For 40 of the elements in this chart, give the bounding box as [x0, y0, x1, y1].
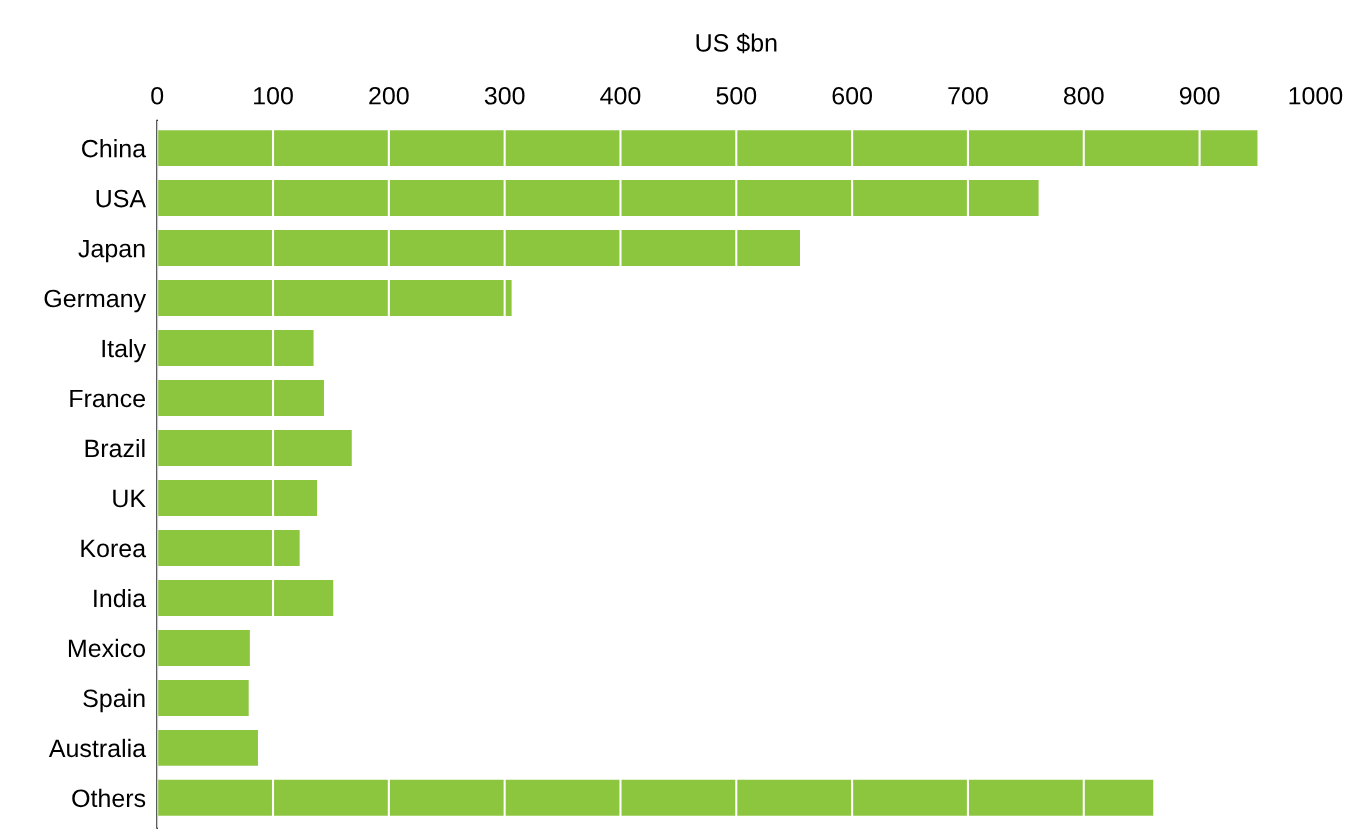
- bar: [157, 130, 1258, 167]
- bar: [157, 729, 258, 766]
- bar: [157, 779, 1154, 816]
- y-tick-label: Italy: [102, 338, 147, 363]
- y-tick-label: Japan: [78, 239, 145, 263]
- y-tick-label: USA: [96, 189, 147, 208]
- x-tick-label: 1000: [1289, 86, 1343, 105]
- bar: [157, 330, 314, 367]
- x-tick-label: 800: [1064, 86, 1104, 105]
- bar: [157, 230, 800, 267]
- bar: [157, 679, 249, 716]
- y-tick-label: Australia: [48, 738, 147, 758]
- x-tick-label: 700: [948, 86, 988, 105]
- y-tick-label: Mexico: [68, 638, 146, 658]
- y-tick-label: China: [82, 139, 147, 158]
- bar: [157, 579, 334, 616]
- y-tick-label: Brazil: [85, 438, 145, 458]
- bar: [157, 430, 352, 466]
- x-tick-label: 600: [832, 86, 872, 105]
- x-tick-label: 300: [484, 86, 525, 105]
- bar: [157, 280, 512, 317]
- x-tick-label: 500: [716, 86, 757, 105]
- x-tick-label: 200: [369, 86, 409, 105]
- y-tick-label: India: [94, 588, 147, 608]
- x-tick-label: 400: [600, 86, 641, 105]
- bar: [157, 479, 318, 516]
- x-tick-label: 100: [254, 86, 293, 105]
- bar: [157, 180, 1039, 217]
- x-tick-label: 900: [1179, 86, 1220, 105]
- y-tick-label: Others: [72, 788, 146, 808]
- y-tick-label: Spain: [83, 688, 145, 713]
- y-tick-label: UK: [113, 489, 146, 508]
- x-tick-label: 0: [151, 86, 164, 105]
- bar: [157, 629, 250, 666]
- y-tick-label: France: [70, 389, 145, 408]
- bar: [157, 380, 324, 417]
- bar: [157, 529, 300, 566]
- y-tick-label: Korea: [81, 539, 147, 558]
- y-tick-label: Germany: [44, 289, 147, 313]
- x-axis-title: US $bn: [696, 32, 777, 54]
